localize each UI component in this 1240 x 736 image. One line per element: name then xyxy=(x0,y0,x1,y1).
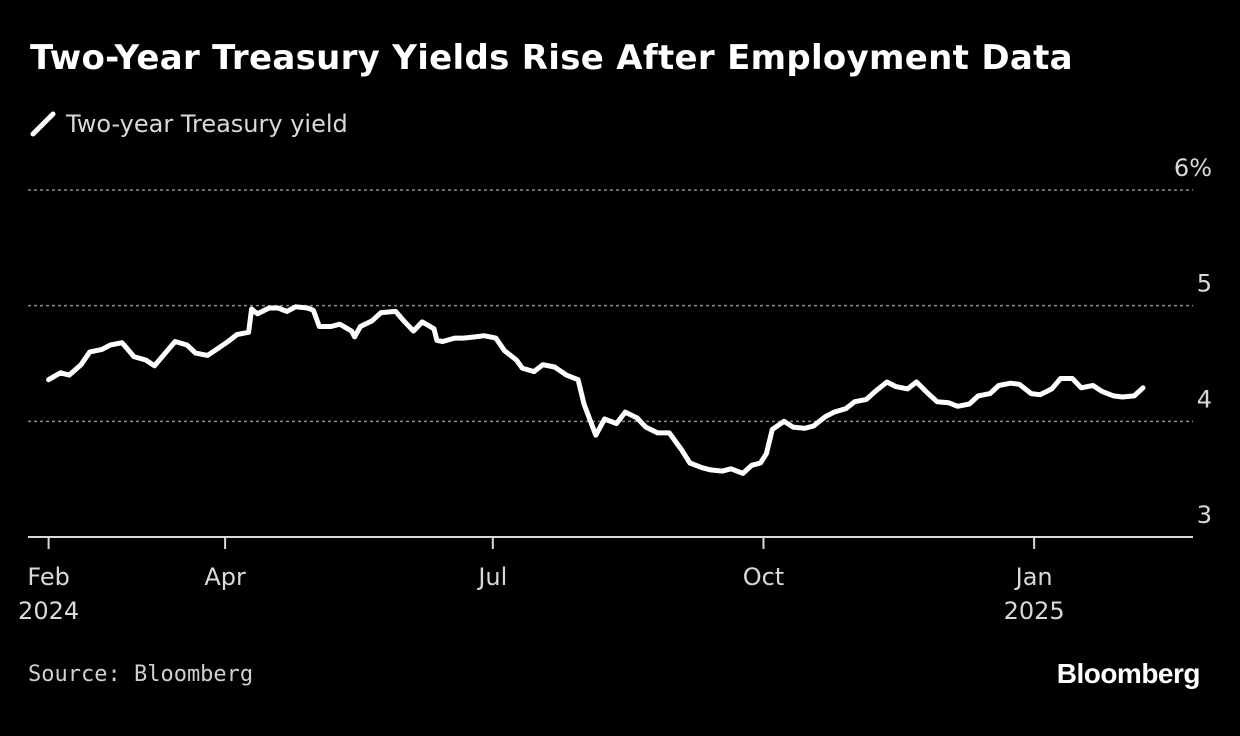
chart-title: Two-Year Treasury Yields Rise After Empl… xyxy=(30,38,1073,78)
x-tick-label: Apr xyxy=(204,563,246,591)
x-tick-label: Jan xyxy=(1014,563,1053,591)
y-tick-label: 6% xyxy=(1174,154,1212,182)
legend-swatch-icon xyxy=(30,111,56,137)
series xyxy=(46,304,1146,476)
x-axis: Feb 2024 Apr Jul Oct Jan 2025 xyxy=(18,536,1193,625)
source-note: Source: Bloomberg xyxy=(28,662,254,687)
y-tick-label: 3 xyxy=(1197,501,1212,529)
x-tick-label: Jul xyxy=(476,563,507,591)
x-tick-label: Feb xyxy=(27,563,70,591)
legend: Two-year Treasury yield xyxy=(30,108,348,140)
x-tick-label: Oct xyxy=(743,563,785,591)
x-tick-year-label: 2025 xyxy=(1004,597,1065,625)
series-line xyxy=(46,304,1146,476)
y-axis-ticks: 6% 5 4 3 xyxy=(1174,154,1212,529)
bloomberg-logo: Bloomberg xyxy=(1056,658,1201,689)
x-tick-year-label: 2024 xyxy=(18,597,79,625)
legend-label: Two-year Treasury yield xyxy=(66,110,348,138)
y-tick-label: 4 xyxy=(1197,385,1212,413)
y-tick-label: 5 xyxy=(1197,270,1212,298)
